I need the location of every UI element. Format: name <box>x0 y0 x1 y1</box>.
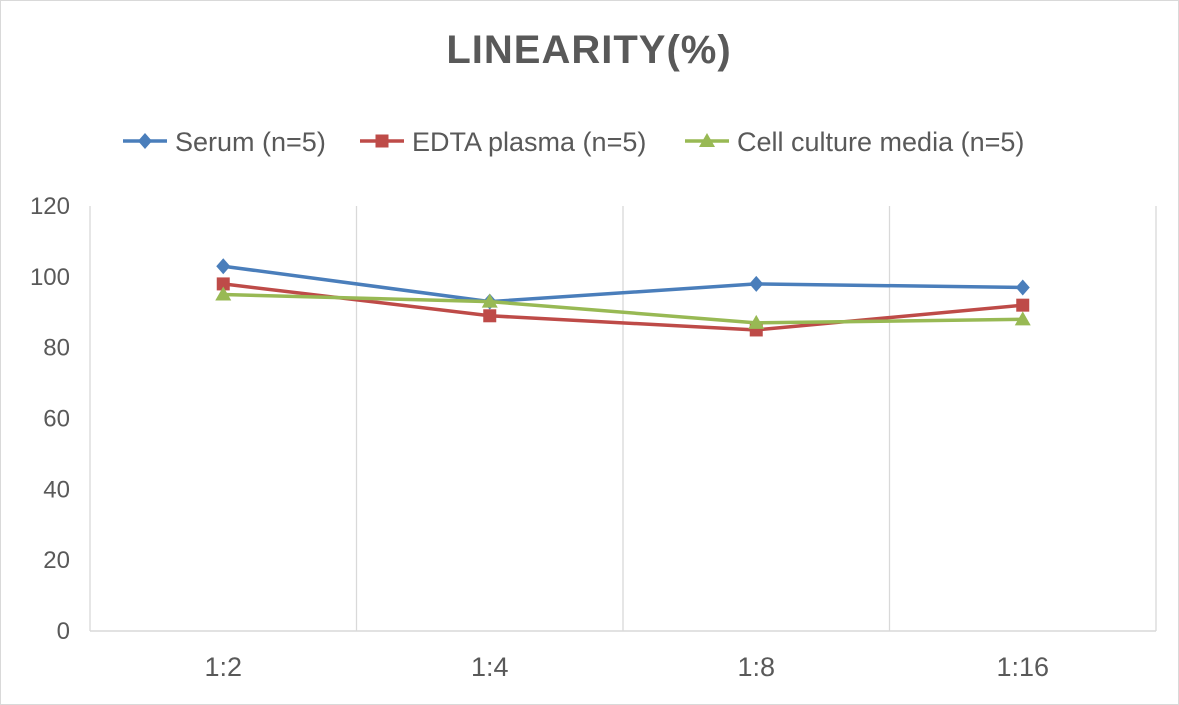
legend-item: Cell culture media (n=5) <box>685 127 1024 157</box>
legend-label: Serum (n=5) <box>175 127 326 157</box>
y-axis: 0 20 40 60 80 100 120 <box>30 193 70 645</box>
series-serum <box>216 258 1030 310</box>
y-tick-label: 100 <box>30 264 70 291</box>
series-line <box>223 282 1023 332</box>
square-marker <box>1016 298 1030 312</box>
legend-label: EDTA plasma (n=5) <box>412 127 646 157</box>
diamond-marker <box>216 258 231 275</box>
y-tick-label: 40 <box>43 476 70 503</box>
triangle-marker <box>699 133 715 147</box>
x-tick-label: 1:8 <box>737 652 775 682</box>
legend: Serum (n=5) EDTA plasma (n=5) Cell culture… <box>123 127 1024 157</box>
series-group <box>215 258 1031 337</box>
diamond-marker <box>1015 279 1030 296</box>
legend-label: Cell culture media (n=5) <box>737 127 1024 157</box>
series-line <box>223 292 1023 325</box>
legend-item: Serum (n=5) <box>123 127 326 157</box>
x-tick-label: 1:2 <box>204 652 242 682</box>
triangle-marker <box>481 293 498 308</box>
y-tick-label: 20 <box>43 547 70 574</box>
diamond-marker <box>749 275 764 292</box>
chart-title: LINEARITY(%) <box>446 28 731 72</box>
y-tick-label: 80 <box>43 335 70 362</box>
grid <box>89 206 1157 632</box>
series-cell <box>215 286 1031 329</box>
triangle-marker <box>748 314 765 329</box>
y-tick-label: 60 <box>43 406 70 433</box>
diamond-marker <box>138 133 152 149</box>
legend-item: EDTA plasma (n=5) <box>360 127 646 157</box>
x-tick-label: 1:4 <box>471 652 509 682</box>
square-marker <box>483 309 497 323</box>
series-line <box>223 264 1023 304</box>
x-axis: 1:2 1:4 1:8 1:16 <box>204 652 1049 682</box>
square-marker <box>375 134 389 148</box>
y-tick-label: 120 <box>30 193 70 220</box>
x-tick-label: 1:16 <box>996 652 1049 682</box>
series-edta <box>216 277 1030 337</box>
triangle-marker <box>1014 311 1031 326</box>
square-marker <box>216 277 230 291</box>
y-tick-label: 0 <box>57 618 70 645</box>
triangle-marker <box>215 286 232 301</box>
